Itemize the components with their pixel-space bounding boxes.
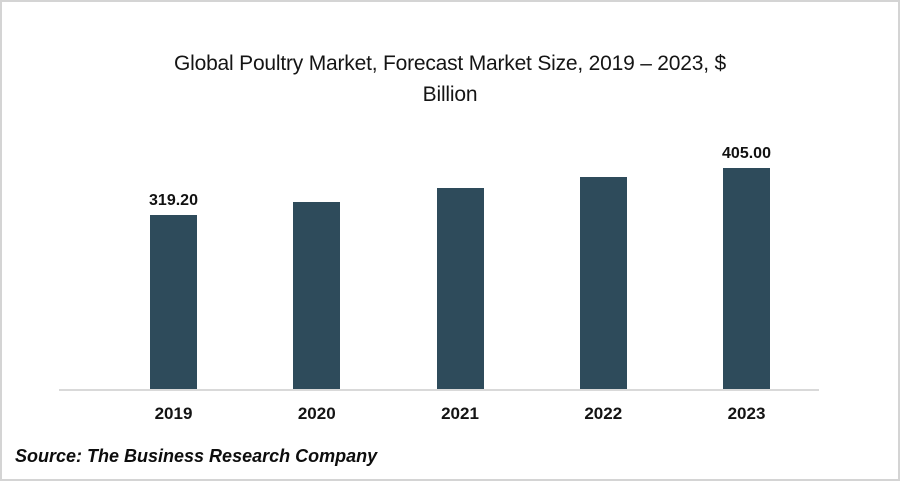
- bar-2023: [723, 168, 770, 389]
- data-label-2023: 405.00: [722, 145, 771, 162]
- chart-title-line-1: Global Poultry Market, Forecast Market S…: [174, 52, 726, 75]
- x-axis-label-2020: 2020: [297, 404, 336, 423]
- source-note: Source: The Business Research Company: [15, 446, 378, 466]
- bar-2021: [436, 187, 484, 389]
- x-axis-label-2021: 2021: [441, 404, 479, 423]
- x-axis-label-2019: 2019: [154, 404, 193, 423]
- x-axis-line: [59, 389, 819, 391]
- x-axis-label-2022: 2022: [584, 404, 623, 423]
- x-axis-label-2023: 2023: [727, 404, 766, 423]
- data-label-2019: 319.20: [149, 191, 198, 209]
- chart-title-line-2: Billion: [422, 83, 478, 106]
- bar-2019: [150, 214, 197, 389]
- bar-2020: [293, 202, 341, 389]
- chart-title: Global Poultry Market, Forecast Market S…: [2, 48, 898, 110]
- bar-2022: [579, 177, 627, 389]
